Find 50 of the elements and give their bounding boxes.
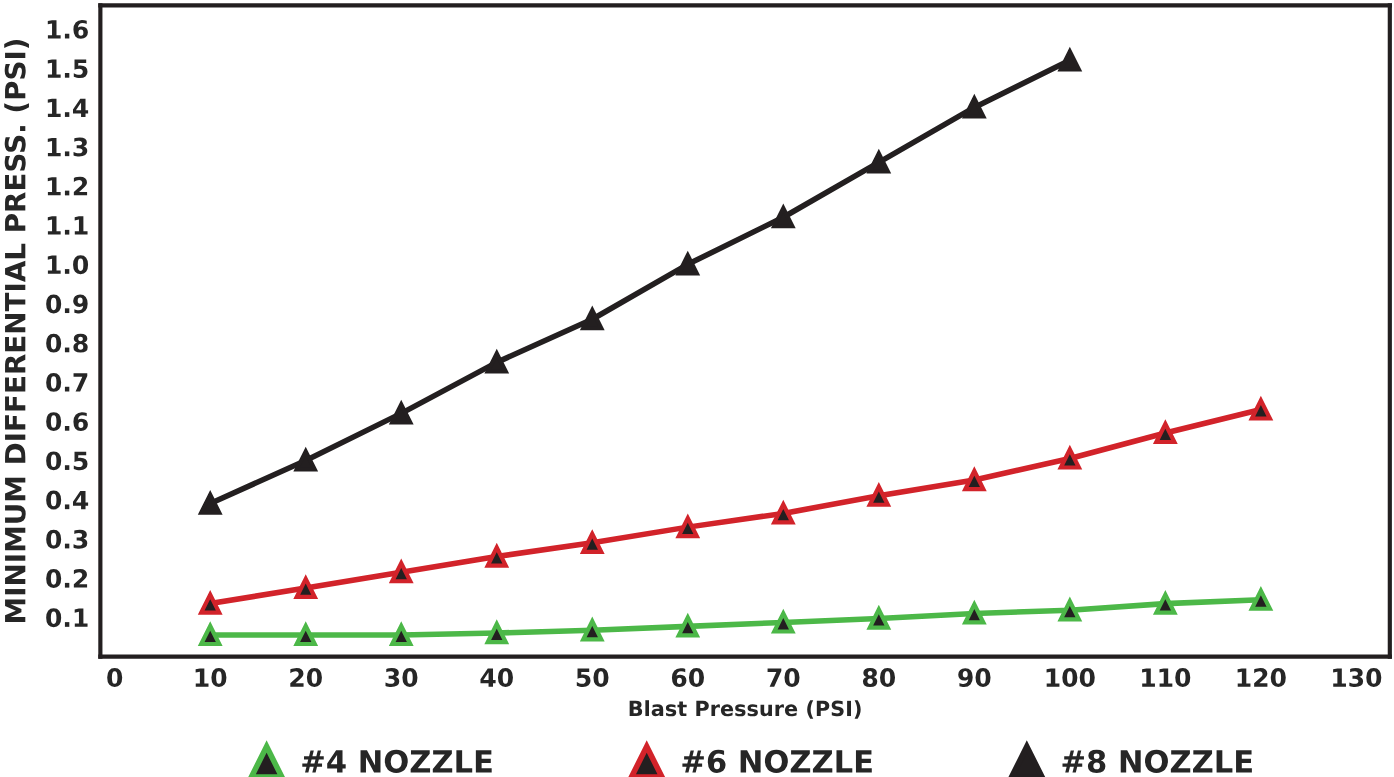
point (484, 619, 509, 645)
x-tick-label: 80 (862, 668, 896, 688)
point (293, 621, 318, 647)
point (389, 621, 414, 647)
point (199, 592, 222, 615)
y-tick-label: 1.6 (47, 19, 88, 39)
x-tick-label: 10 (195, 668, 227, 688)
point (866, 482, 892, 507)
x-tick-label: 40 (480, 668, 513, 688)
x-tick-label: 100 (1046, 668, 1095, 688)
point (197, 621, 223, 647)
x-tick-label: 120 (1237, 668, 1286, 688)
x-tick-label: 30 (385, 668, 418, 688)
y-tick-label: 0.9 (46, 294, 88, 314)
x-tick-label: 50 (576, 668, 609, 688)
y-tick-label: 0.5 (46, 451, 88, 471)
y-tick-label: 1.2 (47, 176, 88, 196)
point (580, 529, 605, 554)
x-tick-label: 60 (671, 668, 704, 688)
x-tick-label: 70 (767, 668, 800, 688)
y-tick-label: 0.7 (46, 372, 88, 392)
legend-label: #6 NOZZLE (682, 749, 872, 773)
x-tick-label: 90 (958, 668, 991, 688)
legend-label: #8 NOZZLE (1062, 749, 1252, 773)
point (199, 492, 222, 515)
point (485, 545, 508, 568)
y-tick-label: 0.8 (46, 333, 88, 353)
x-tick-label: 130 (1333, 668, 1382, 688)
x-tick-label: 110 (1142, 668, 1191, 688)
y-tick-label: 1.1 (47, 216, 88, 235)
y-tick-label: 0.2 (46, 569, 88, 588)
legend-label: #4 NOZZLE (302, 749, 492, 773)
y-tick-label: 1.5 (47, 59, 88, 79)
x-tick-label: 0 (107, 668, 123, 688)
y-tick-label: 1.0 (47, 255, 89, 275)
y-axis-title: MINIMUM DIFFERENTIAL PRESS. (PSI) (4, 39, 29, 622)
point (1248, 586, 1274, 611)
x-axis-title: Blast Pressure (PSI) (629, 700, 861, 719)
y-tick-label: 1.3 (47, 137, 88, 157)
y-tick-label: 1.4 (47, 98, 89, 117)
y-tick-label: 0.1 (46, 608, 88, 628)
point (293, 574, 318, 600)
y-tick-label: 0.6 (46, 412, 88, 432)
point (1153, 419, 1178, 445)
x-tick-label: 20 (290, 668, 322, 688)
point (867, 607, 890, 630)
y-tick-label: 0.4 (46, 490, 89, 510)
y-tick-label: 0.3 (46, 529, 88, 549)
point (1154, 592, 1177, 615)
point (962, 466, 987, 492)
